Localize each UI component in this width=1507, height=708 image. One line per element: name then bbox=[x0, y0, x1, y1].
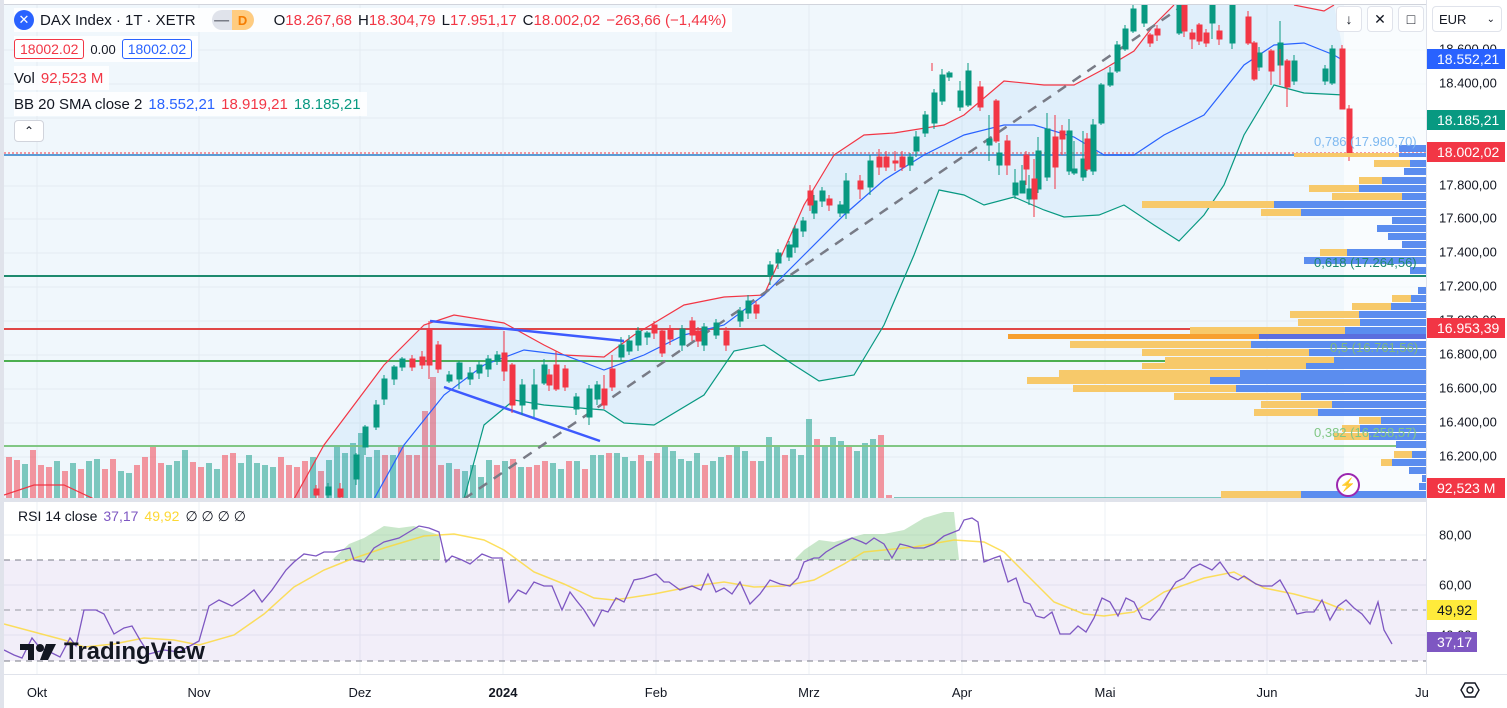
time-tick-year: 2024 bbox=[488, 685, 518, 700]
price-tick: 16.600,00 bbox=[1439, 380, 1497, 396]
time-tick: Jun bbox=[1256, 685, 1278, 700]
price-tick: 17.400,00 bbox=[1439, 244, 1497, 260]
volume-legend[interactable]: Vol 92,523 M bbox=[14, 66, 110, 90]
maximize-pane-button[interactable]: □ bbox=[1398, 6, 1424, 32]
bb-upper-value: 18.919,21 bbox=[221, 95, 288, 113]
rsi-tick: 80,00 bbox=[1439, 527, 1472, 543]
time-tick: Dez bbox=[348, 685, 372, 700]
scroll-to-latest-button[interactable]: ↓ bbox=[1336, 6, 1362, 32]
lightning-icon[interactable]: ⚡ bbox=[1336, 473, 1360, 497]
time-tick: Mrz bbox=[798, 685, 820, 700]
bb-basis-value: 18.552,21 bbox=[148, 95, 216, 113]
price-tick: 16.800,00 bbox=[1439, 346, 1497, 362]
minus-icon: — bbox=[214, 11, 230, 29]
buy-price-button[interactable]: 18002.02 bbox=[121, 39, 193, 59]
rsi-chart-canvas bbox=[4, 502, 1426, 674]
price-tick: 17.600,00 bbox=[1439, 210, 1497, 226]
symbol-row: ✕ DAX Index · 1T · XETR — D O18.267,68 H… bbox=[14, 8, 733, 32]
time-tick: Nov bbox=[187, 685, 211, 700]
fib-label-0786: 0,786 (17.980,70) bbox=[1314, 134, 1417, 149]
hline-price-label: 16.953,39 bbox=[1427, 318, 1505, 338]
tradingview-logo-text: TradingView bbox=[64, 638, 205, 665]
delayed-badge: D bbox=[231, 10, 254, 30]
ohlc-values: O18.267,68 H18.304,79 L17.951,17 C18.002… bbox=[274, 12, 727, 29]
open-value: 18.267,68 bbox=[285, 11, 353, 29]
currency-value: EUR bbox=[1439, 11, 1467, 27]
rsi-legend[interactable]: RSI 14 close 37,17 49,92 ∅ ∅ ∅ ∅ bbox=[18, 508, 246, 525]
price-axis[interactable]: 18.600,00 18.400,00 17.800,00 17.600,00 … bbox=[1426, 0, 1507, 680]
currency-select[interactable]: EUR ⌄ bbox=[1432, 6, 1502, 32]
time-tick: Apr bbox=[951, 685, 973, 700]
price-tick: 17.800,00 bbox=[1439, 177, 1497, 193]
volume-label: Vol bbox=[14, 69, 35, 87]
tradingview-logo[interactable]: TradingView bbox=[20, 638, 205, 666]
volume-value: 92,523 M bbox=[40, 69, 104, 87]
price-pane[interactable]: 0,786 (17.980,70) 0,618 (17.264,56) 0,5 … bbox=[4, 4, 1426, 498]
price-tick: 16.200,00 bbox=[1439, 448, 1497, 464]
bollinger-legend[interactable]: BB 20 SMA close 2 18.552,21 18.919,21 18… bbox=[14, 92, 367, 116]
fib-label-0618: 0,618 (17.264,56) bbox=[1314, 255, 1417, 270]
x-logo-icon: ✕ bbox=[14, 10, 34, 30]
time-tick: Okt bbox=[26, 685, 48, 700]
rsi-label: RSI 14 close bbox=[18, 508, 98, 524]
time-tick: Mai bbox=[1094, 685, 1116, 700]
chart-legend: ✕ DAX Index · 1T · XETR — D O18.267,68 H… bbox=[14, 8, 733, 142]
last-price-label: 18.002,02 bbox=[1427, 142, 1505, 162]
collapse-pane-button[interactable]: ✕ bbox=[1367, 6, 1393, 32]
time-axis[interactable]: Okt Nov Dez 2024 Feb Mrz Apr Mai Jun Ju bbox=[4, 674, 1507, 708]
bid-ask-row: 18002.02 0.00 18002.02 bbox=[14, 36, 199, 62]
price-tick: 18.400,00 bbox=[1439, 75, 1497, 91]
collapse-icon: ✕ bbox=[1374, 10, 1386, 27]
high-value: 18.304,79 bbox=[368, 11, 436, 29]
tradingview-logo-icon bbox=[20, 644, 56, 660]
settings-gear-icon[interactable] bbox=[1460, 680, 1480, 700]
rsi-ma-price-label: 49,92 bbox=[1427, 600, 1477, 620]
market-status-pill[interactable]: — D bbox=[211, 10, 254, 30]
pane-separator[interactable] bbox=[4, 498, 1507, 502]
open-label: O bbox=[273, 11, 286, 29]
change-value: −263,66 (−1,44%) bbox=[606, 11, 727, 29]
volume-price-label: 92,523 M bbox=[1427, 478, 1505, 498]
low-value: 17.951,17 bbox=[449, 11, 517, 29]
close-value: 18.002,02 bbox=[533, 11, 601, 29]
bb-lower-price-label: 18.185,21 bbox=[1427, 110, 1505, 130]
close-label: C bbox=[522, 11, 534, 29]
price-tick: 16.400,00 bbox=[1439, 414, 1497, 430]
spread-value: 0.00 bbox=[90, 41, 116, 57]
rsi-tick: 60,00 bbox=[1439, 577, 1472, 593]
chevron-up-icon: ⌃ bbox=[23, 124, 35, 138]
high-label: H bbox=[358, 11, 369, 29]
rsi-extra-values: ∅ ∅ ∅ ∅ bbox=[185, 508, 246, 524]
price-tick: 17.200,00 bbox=[1439, 278, 1497, 294]
rsi-price-label: 37,17 bbox=[1427, 632, 1477, 652]
time-tick: Ju bbox=[1415, 685, 1429, 700]
bollinger-label: BB 20 SMA close 2 bbox=[14, 95, 143, 113]
bb-basis-price-label: 18.552,21 bbox=[1427, 49, 1505, 69]
chevron-down-icon: ⌄ bbox=[1486, 13, 1495, 25]
maximize-icon: □ bbox=[1406, 11, 1416, 27]
rsi-ma-value: 49,92 bbox=[144, 508, 180, 524]
arrow-down-icon: ↓ bbox=[1345, 11, 1353, 27]
rsi-value: 37,17 bbox=[103, 508, 139, 524]
bb-lower-value: 18.185,21 bbox=[293, 95, 361, 113]
fib-label-0382: 0,382 (16.258,57) bbox=[1314, 425, 1417, 440]
collapse-legend-button[interactable]: ⌃ bbox=[14, 120, 44, 142]
left-edge bbox=[0, 0, 4, 708]
time-tick: Feb bbox=[644, 685, 668, 700]
symbol-title[interactable]: DAX Index · 1T · XETR bbox=[40, 11, 196, 29]
rsi-pane[interactable]: RSI 14 close 37,17 49,92 ∅ ∅ ∅ ∅ Trading… bbox=[4, 502, 1426, 674]
sell-price-button[interactable]: 18002.02 bbox=[14, 39, 85, 59]
fib-label-05: 0,5 (16.761,56) bbox=[1330, 340, 1419, 355]
price-chart-canvas bbox=[4, 5, 1426, 498]
low-label: L bbox=[441, 11, 450, 29]
